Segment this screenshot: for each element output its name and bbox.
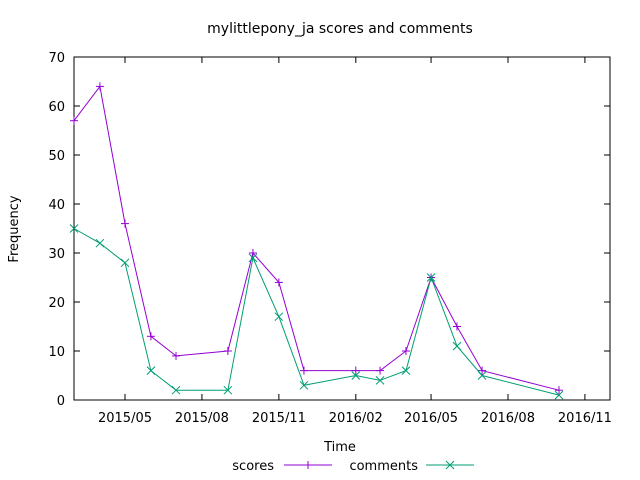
series-line-comments bbox=[73, 228, 560, 396]
legend-label-scores: scores bbox=[232, 459, 274, 474]
y-tick-label: 70 bbox=[48, 51, 65, 66]
legend-swatch-scores bbox=[284, 461, 332, 469]
data-point-comments bbox=[299, 380, 309, 390]
data-point-scores bbox=[351, 366, 360, 375]
data-point-scores bbox=[121, 219, 130, 228]
data-point-scores bbox=[70, 116, 78, 125]
data-point-comments bbox=[375, 376, 385, 385]
x-tick-label: 2016/08 bbox=[481, 411, 535, 426]
data-point-comments bbox=[554, 390, 564, 400]
x-axis-label: Time bbox=[323, 440, 356, 455]
legend-swatch-comments bbox=[426, 460, 474, 470]
data-point-scores bbox=[248, 249, 257, 257]
data-point-scores bbox=[452, 322, 461, 331]
data-point-comments bbox=[477, 371, 487, 380]
data-point-scores bbox=[554, 386, 563, 395]
data-point-scores bbox=[401, 347, 410, 355]
legend-marker-comments bbox=[445, 460, 455, 470]
data-point-comments bbox=[248, 253, 258, 263]
y-tick-label: 10 bbox=[48, 345, 65, 360]
x-tick-label: 2016/02 bbox=[329, 411, 383, 426]
y-tick-label: 30 bbox=[48, 247, 65, 262]
x-tick-label: 2016/05 bbox=[404, 411, 458, 426]
chart-title: mylittlepony_ja scores and comments bbox=[207, 21, 473, 37]
data-point-comments bbox=[351, 371, 361, 380]
y-tick-label: 0 bbox=[57, 394, 65, 409]
legend-label-comments: comments bbox=[349, 459, 418, 474]
data-point-comments bbox=[95, 238, 105, 248]
data-point-comments bbox=[401, 366, 411, 375]
legend: scores comments bbox=[232, 459, 474, 474]
y-axis-label: Frequency bbox=[7, 195, 22, 262]
x-axis: 2015/05 2015/08 2015/11 2016/02 2016/05 2016/… bbox=[98, 57, 612, 426]
data-point-scores bbox=[172, 351, 181, 360]
x-tick-label: 2015/11 bbox=[252, 411, 306, 426]
data-point-scores bbox=[223, 347, 232, 355]
data-point-comments bbox=[171, 385, 181, 395]
series-comments bbox=[69, 224, 564, 400]
data-point-comments bbox=[274, 312, 284, 322]
data-point-comments bbox=[69, 224, 79, 233]
x-tick-label: 2015/05 bbox=[98, 411, 152, 426]
series-layer bbox=[69, 82, 564, 400]
data-point-comments bbox=[426, 273, 436, 282]
data-point-scores bbox=[299, 366, 308, 375]
data-point-scores bbox=[95, 82, 104, 91]
data-point-scores bbox=[274, 278, 283, 287]
data-point-scores bbox=[146, 332, 155, 341]
legend-item-comments: comments bbox=[349, 459, 474, 474]
data-point-comments bbox=[452, 341, 462, 351]
y-tick-label: 60 bbox=[48, 100, 65, 115]
data-point-comments bbox=[223, 385, 233, 395]
y-axis: 0 10 20 30 40 50 60 70 bbox=[48, 51, 610, 409]
data-point-scores bbox=[376, 366, 385, 375]
y-tick-label: 40 bbox=[48, 198, 65, 213]
plot-frame bbox=[73, 56, 611, 401]
y-tick-label: 50 bbox=[48, 149, 65, 164]
legend-marker-scores bbox=[304, 461, 312, 469]
x-tick-label: 2015/08 bbox=[175, 411, 229, 426]
data-point-comments bbox=[120, 258, 130, 268]
data-point-scores bbox=[478, 366, 487, 375]
legend-item-scores: scores bbox=[232, 459, 332, 474]
data-point-comments bbox=[146, 366, 156, 375]
series-line-scores bbox=[73, 85, 560, 391]
y-tick-label: 20 bbox=[48, 296, 65, 311]
series-scores bbox=[70, 82, 563, 395]
x-tick-label: 2016/11 bbox=[558, 411, 612, 426]
